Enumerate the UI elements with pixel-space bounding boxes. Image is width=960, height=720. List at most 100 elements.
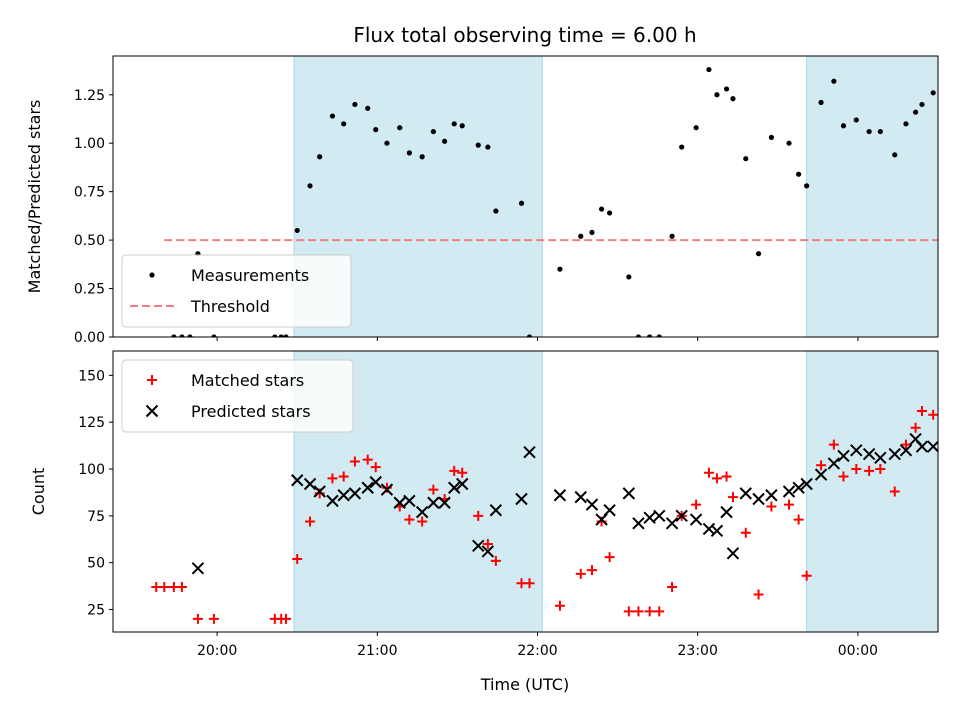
matched-stars-point: [721, 471, 732, 482]
matched-stars-point: [916, 405, 927, 416]
measurement-point: [294, 227, 300, 234]
measurement-point: [714, 92, 720, 98]
predicted-stars-point: [515, 492, 528, 506]
measurement-point: [419, 154, 425, 160]
predicted-stars-point: [752, 492, 765, 506]
measurement-point: [329, 113, 336, 119]
axes-frame: [112, 350, 939, 633]
matched-stars-point: [362, 454, 373, 465]
measurement-point: [626, 274, 632, 280]
legend-marker: [149, 272, 155, 278]
measurement-point: [557, 266, 563, 272]
matched-stars-point: [457, 467, 468, 478]
matched-stars-point: [349, 456, 360, 467]
predicted-stars-point: [574, 490, 587, 504]
predicted-stars-point: [888, 447, 901, 461]
measurement-point: [607, 210, 613, 216]
measurement-point: [397, 125, 403, 131]
predicted-stars-point: [313, 485, 326, 498]
measurement-point: [430, 128, 436, 135]
measurement-point: [743, 156, 749, 162]
predicted-stars-point: [622, 487, 636, 500]
predicted-stars-point: [665, 517, 679, 530]
matched-stars-point: [740, 527, 751, 538]
measurement-point: [451, 121, 457, 127]
predicted-stars-point: [702, 522, 716, 536]
matched-stars-point: [864, 465, 875, 476]
predicted-stars-point: [603, 504, 616, 517]
x-tick-label: 23:00: [678, 643, 718, 659]
y-tick-label: 0.25: [74, 282, 105, 298]
predicted-stars-point: [427, 496, 440, 509]
chart-title: Flux total observing time = 6.00 h: [353, 23, 696, 47]
predicted-stars-point: [438, 496, 451, 509]
measurement-point: [475, 142, 481, 148]
matched-stars-point: [753, 589, 764, 600]
y-tick-label: 50: [87, 556, 105, 572]
y-tick-label: 125: [78, 415, 105, 431]
predicted-stars-point: [953, 417, 960, 428]
predicted-stars-point: [643, 511, 656, 524]
measurement-point: [598, 206, 605, 212]
measurement-point: [947, 86, 952, 91]
predicted-stars-point: [393, 496, 406, 509]
measurement-point: [307, 183, 313, 189]
measurement-point: [930, 90, 936, 96]
measurement-point: [831, 78, 837, 84]
measurement-point: [179, 334, 185, 337]
legend-marker: [145, 404, 159, 418]
legend-box: [121, 359, 354, 433]
measurement-point: [796, 171, 802, 177]
axes-frame: [112, 55, 939, 338]
predicted-stars-point: [380, 483, 394, 496]
predicted-stars-point: [472, 539, 485, 553]
measurement-point: [669, 233, 675, 239]
predicted-stars-point: [653, 509, 666, 523]
measurement-point: [365, 105, 371, 111]
matched-stars-point: [370, 462, 381, 473]
y-tick-label: 0.75: [74, 185, 105, 201]
matched-stars-point: [428, 484, 439, 495]
matched-stars-point: [314, 488, 325, 499]
matched-stars-point: [654, 606, 665, 617]
matched-stars-point: [176, 582, 187, 593]
predicted-stars-point: [632, 517, 645, 530]
matched-stars-point: [910, 422, 921, 433]
y-tick-label: 25: [87, 603, 105, 619]
matched-stars-point: [851, 464, 862, 475]
predicted-stars-point: [837, 449, 850, 463]
matched-stars-point: [784, 499, 795, 510]
matched-stars-point: [691, 499, 702, 510]
measurement-point: [706, 66, 712, 73]
measurement-point: [171, 334, 177, 337]
matched-stars-point: [482, 538, 493, 549]
predicted-stars-point: [675, 509, 688, 523]
matched-stars-point: [944, 391, 954, 401]
measurement-point: [818, 99, 824, 106]
matched-stars-point: [417, 516, 428, 527]
predicted-stars-point: [489, 504, 503, 517]
x-axis-label: Time (UTC): [480, 675, 569, 694]
predicted-stars-point: [726, 547, 740, 560]
measurement-point: [679, 144, 685, 150]
matched-stars-point: [449, 465, 460, 476]
matched-stars-point: [292, 553, 303, 564]
predicted-stars-point: [481, 545, 495, 558]
matched-stars-point: [305, 516, 316, 527]
predicted-stars-point: [926, 440, 938, 453]
matched-stars-point: [667, 582, 678, 593]
measurement-point: [877, 128, 883, 135]
measurement-point: [919, 101, 925, 108]
measurement-point: [866, 128, 872, 135]
matched-stars-point: [928, 409, 938, 420]
matched-stars-point: [281, 613, 292, 624]
measurement-point: [804, 183, 810, 189]
predicted-stars-point: [523, 445, 536, 459]
predicted-stars-point: [792, 481, 805, 494]
measurement-point: [903, 121, 909, 127]
legend-box: [121, 254, 352, 328]
measurement-point: [485, 144, 491, 150]
matched-stars-point: [900, 439, 911, 450]
measurement-point: [384, 140, 390, 146]
predicted-stars-point: [765, 489, 778, 502]
